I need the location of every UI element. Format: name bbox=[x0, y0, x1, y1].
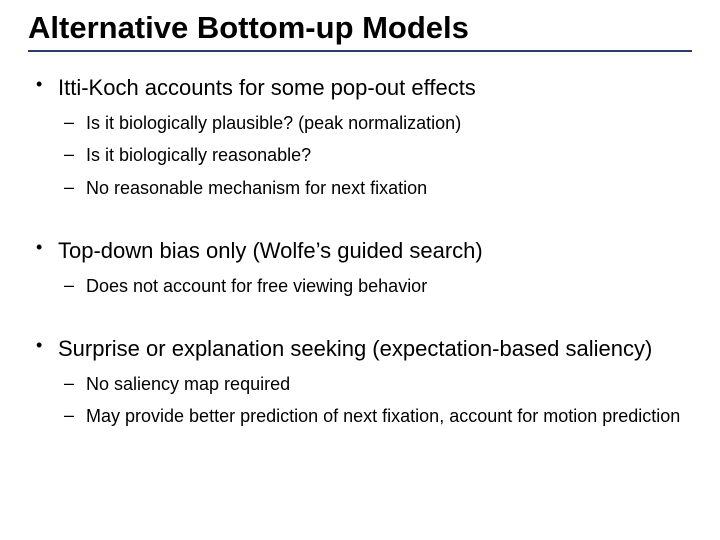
list-item: Itti-Koch accounts for some pop-out effe… bbox=[28, 74, 692, 199]
list-item: May provide better prediction of next fi… bbox=[58, 405, 692, 428]
sub-bullet-text: No reasonable mechanism for next fixatio… bbox=[86, 178, 427, 198]
sub-list: No saliency map required May provide bet… bbox=[58, 373, 692, 428]
sub-bullet-text: May provide better prediction of next fi… bbox=[86, 406, 680, 426]
sub-list: Is it biologically plausible? (peak norm… bbox=[58, 112, 692, 200]
list-item: Is it biologically reasonable? bbox=[58, 144, 692, 167]
bullet-text: Top-down bias only (Wolfe’s guided searc… bbox=[58, 238, 483, 263]
sub-bullet-text: Is it biologically plausible? (peak norm… bbox=[86, 113, 461, 133]
spacer bbox=[28, 209, 692, 237]
bullet-text: Surprise or explanation seeking (expecta… bbox=[58, 336, 652, 361]
sub-bullet-text: Does not account for free viewing behavi… bbox=[86, 276, 427, 296]
bullet-text: Itti-Koch accounts for some pop-out effe… bbox=[58, 75, 476, 100]
sub-list: Does not account for free viewing behavi… bbox=[58, 275, 692, 298]
sub-bullet-text: Is it biologically reasonable? bbox=[86, 145, 311, 165]
list-item: Does not account for free viewing behavi… bbox=[58, 275, 692, 298]
bullet-list: Surprise or explanation seeking (expecta… bbox=[28, 335, 692, 428]
slide: Alternative Bottom-up Models Itti-Koch a… bbox=[0, 0, 720, 458]
sub-bullet-text: No saliency map required bbox=[86, 374, 290, 394]
list-item: No saliency map required bbox=[58, 373, 692, 396]
bullet-list: Itti-Koch accounts for some pop-out effe… bbox=[28, 74, 692, 199]
spacer bbox=[28, 307, 692, 335]
list-item: No reasonable mechanism for next fixatio… bbox=[58, 177, 692, 200]
list-item: Surprise or explanation seeking (expecta… bbox=[28, 335, 692, 428]
list-item: Top-down bias only (Wolfe’s guided searc… bbox=[28, 237, 692, 297]
bullet-list: Top-down bias only (Wolfe’s guided searc… bbox=[28, 237, 692, 297]
title-underline bbox=[28, 50, 692, 52]
list-item: Is it biologically plausible? (peak norm… bbox=[58, 112, 692, 135]
slide-title: Alternative Bottom-up Models bbox=[28, 10, 692, 46]
